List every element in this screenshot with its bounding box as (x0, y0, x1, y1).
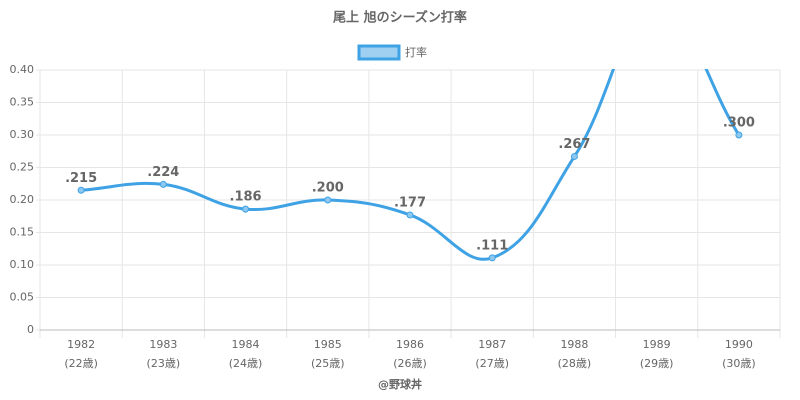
value-label: .200 (312, 181, 344, 196)
legend-label: 打率 (405, 45, 427, 59)
x-tick-label: 1986 (396, 338, 424, 351)
x-tick-label: 1989 (643, 338, 671, 351)
x-tick-label: 1982 (67, 338, 95, 351)
x-tick-label: 1988 (560, 338, 588, 351)
point (77, 186, 85, 194)
x-tick-sublabel: (22歳) (64, 357, 98, 370)
x-tick-sublabel: (29歳) (640, 357, 674, 370)
value-label: .224 (147, 165, 179, 180)
point (242, 205, 250, 213)
x-tick-label: 1987 (478, 338, 506, 351)
chart-title: 尾上 旭のシーズン打率 (333, 10, 467, 26)
y-tick-label: 0.10 (10, 258, 35, 271)
x-tick-label: 1985 (314, 338, 342, 351)
x-tick-label: 1984 (232, 338, 260, 351)
legend-swatch (357, 44, 401, 61)
legend: 打率 (357, 44, 427, 61)
value-label: .267 (558, 137, 590, 152)
point (654, 2, 660, 8)
y-tick-label: 0.15 (10, 226, 35, 239)
y-tick-label: 0 (27, 323, 34, 336)
point (488, 254, 496, 262)
x-tick-label: 1983 (149, 338, 177, 351)
y-tick-label: 0.25 (10, 161, 35, 174)
point (159, 180, 167, 188)
value-label: .300 (723, 116, 755, 131)
value-label: .111 (476, 238, 508, 253)
line (81, 69, 741, 261)
x-tick-sublabel: (24歳) (229, 357, 263, 370)
credit: @野球丼 (378, 377, 422, 391)
x-tick-sublabel: (25歳) (311, 357, 345, 370)
point (570, 152, 578, 160)
x-tick-label: 1990 (725, 338, 753, 351)
x-tick-sublabel: (23歳) (147, 357, 181, 370)
x-tick-sublabel: (28歳) (558, 357, 592, 370)
x-tick-sublabel: (30歳) (722, 357, 756, 370)
point (324, 196, 332, 204)
y-tick-label: 0.05 (10, 291, 35, 304)
y-tick-label: 0.40 (10, 63, 35, 76)
y-tick-label: 0.20 (10, 193, 35, 206)
value-label: .215 (65, 171, 97, 186)
point (406, 211, 414, 219)
y-tick-label: 0.35 (10, 96, 35, 109)
point (735, 131, 743, 139)
x-tick-sublabel: (26歳) (393, 357, 427, 370)
x-tick-sublabel: (27歳) (475, 357, 509, 370)
value-label: .177 (394, 195, 426, 210)
value-label: .186 (230, 190, 262, 205)
y-tick-label: 0.30 (10, 128, 35, 141)
